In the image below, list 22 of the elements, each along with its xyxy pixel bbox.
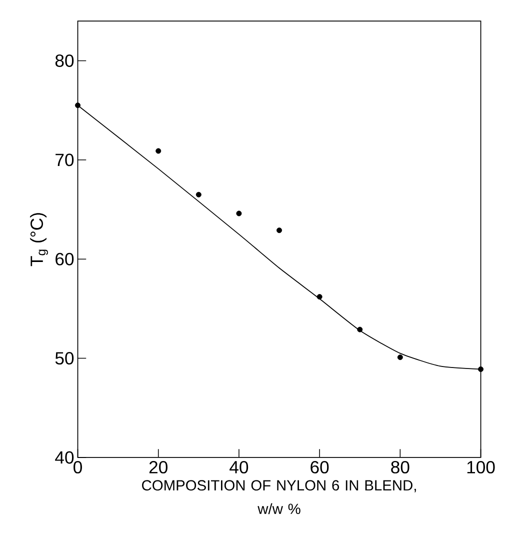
x-tick-label: 80 [390, 460, 410, 474]
x-axis-title: COMPOSITION OF NYLON 6 IN BLEND, w/w % [142, 480, 416, 514]
y-tick-label: 80 [55, 54, 74, 67]
y-tick-label: 40 [54, 451, 74, 464]
y-tick-label: 60 [55, 252, 74, 266]
point [236, 210, 242, 216]
x-tick-label: 0 [73, 460, 82, 474]
x-tick-label: 40 [229, 460, 248, 474]
y-tick-label: 70 [55, 154, 74, 166]
point [74, 102, 80, 108]
y-tick-label: 50 [55, 352, 74, 365]
point [397, 354, 403, 360]
point [155, 148, 161, 154]
point [316, 294, 322, 300]
y-axis-title: T$_{g}$ (°C) [30, 213, 48, 266]
point [356, 326, 362, 332]
point [196, 192, 202, 198]
point [276, 228, 282, 234]
x-tick-label: 60 [310, 460, 328, 474]
point [478, 366, 484, 372]
x-tick-label: 100 [467, 460, 495, 474]
x-tick-label: 20 [149, 460, 168, 474]
